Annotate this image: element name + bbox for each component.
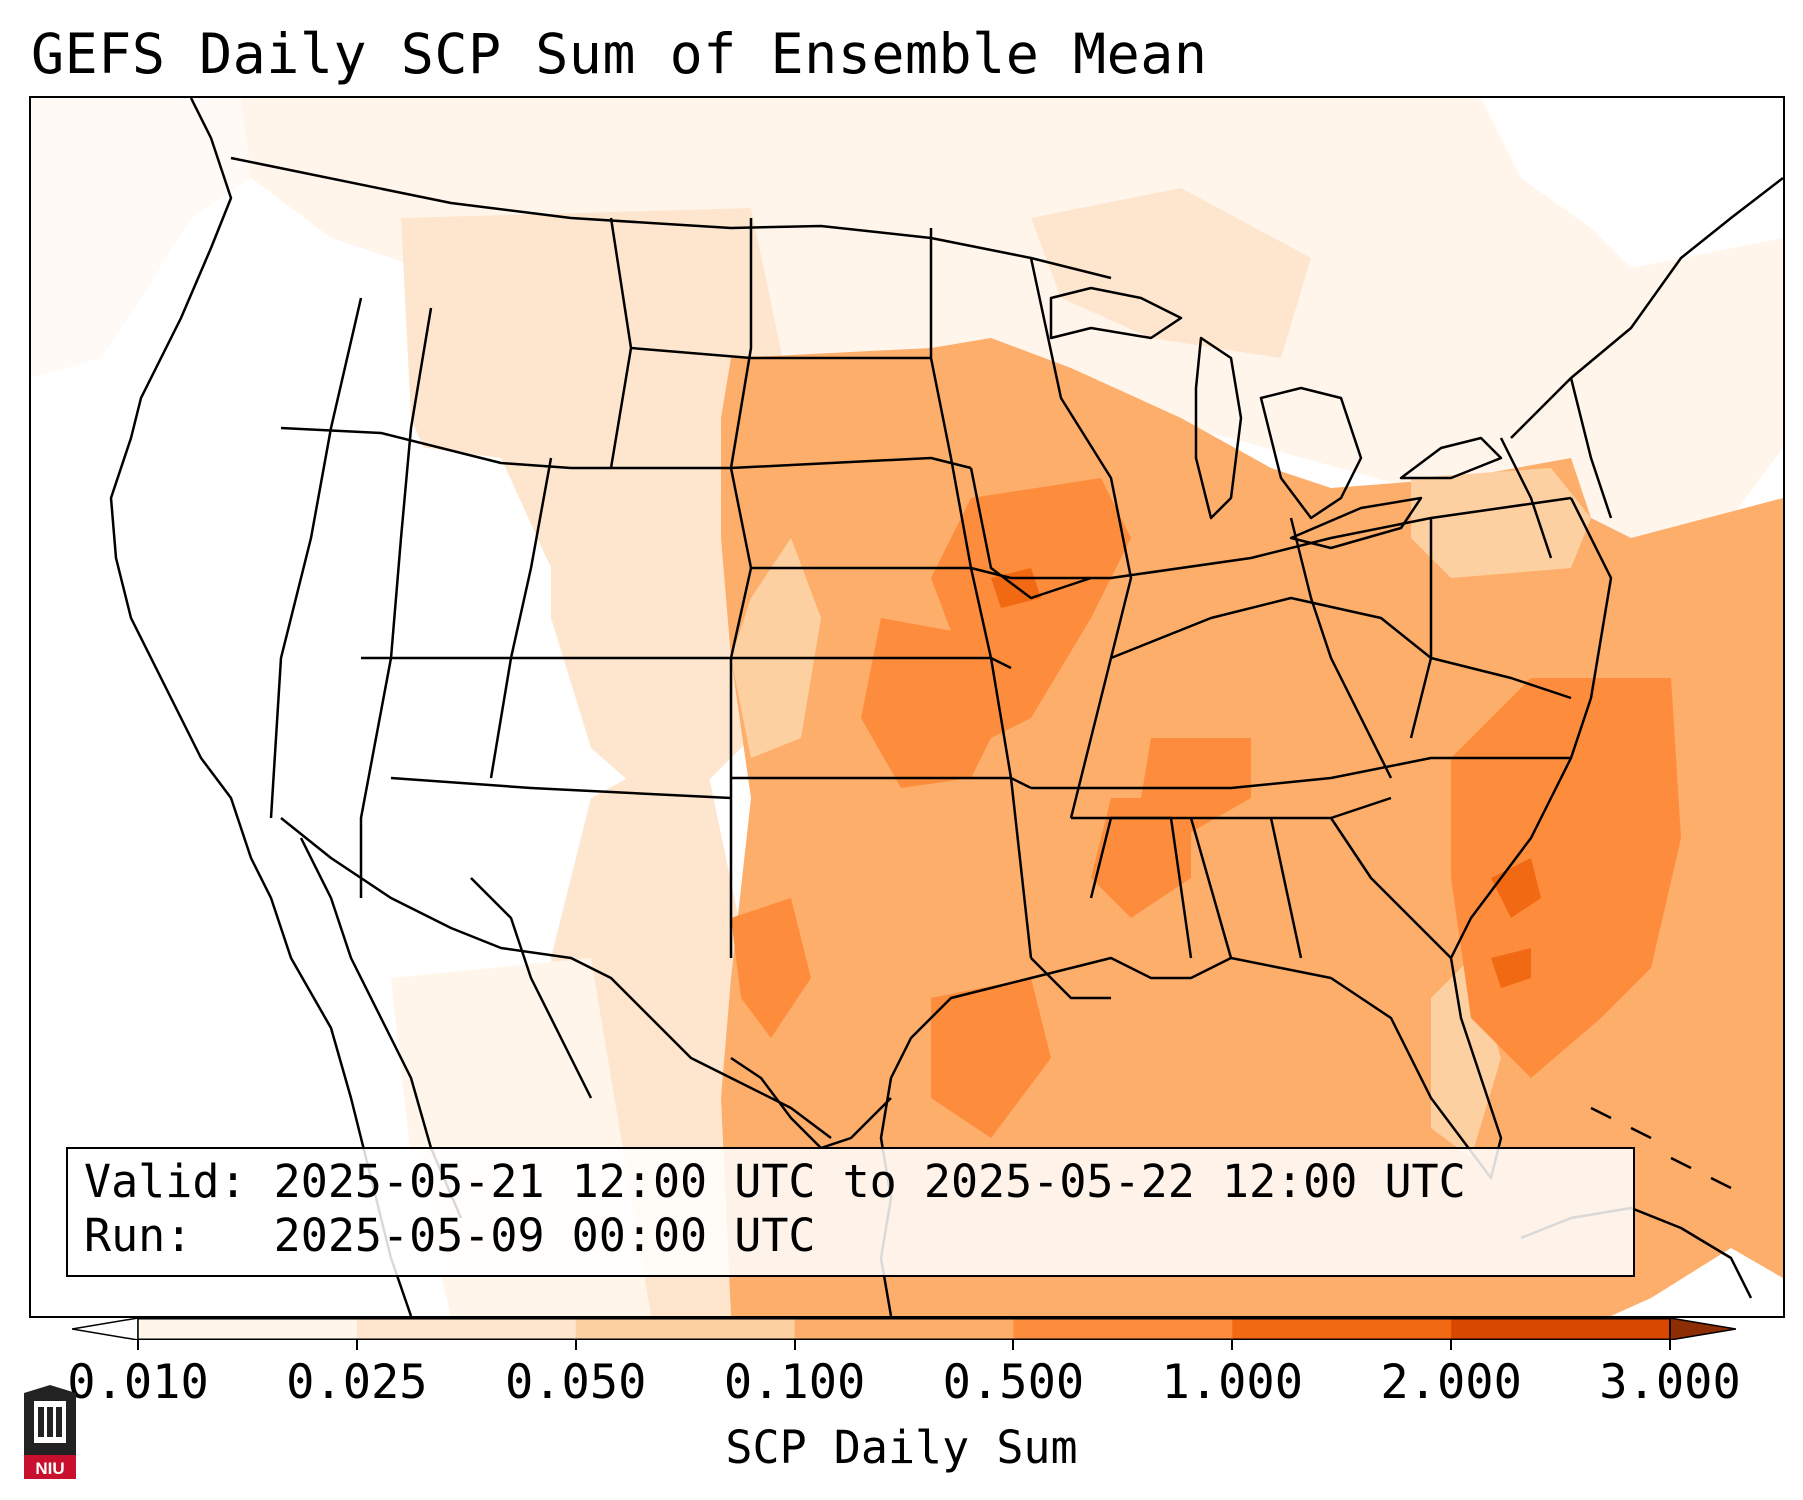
colorbar-tick-label: 0.010: [67, 1355, 209, 1410]
colorbar-tick-label: 0.050: [504, 1355, 647, 1410]
colorbar-tick-mark: [137, 1340, 139, 1350]
colorbar-tick-mark: [355, 1340, 358, 1350]
colorbar-svg: [72, 1318, 1736, 1340]
valid-label: Valid:: [84, 1155, 247, 1208]
run-label: Run:: [84, 1209, 193, 1262]
colorbar-segment: [1232, 1318, 1452, 1340]
run-value: 2025-05-09 00:00 UTC: [273, 1209, 816, 1262]
map-panel: [29, 96, 1785, 1318]
colorbar-tick-label: 3.000: [1599, 1355, 1741, 1410]
colorbar-tick-mark: [1012, 1340, 1015, 1350]
scp-field-none: [101, 398, 561, 958]
valid-row: Valid: 2025-05-21 12:00 UTC to 2025-05-2…: [84, 1155, 1617, 1209]
colorbar-tick-label: 2.000: [1380, 1355, 1522, 1410]
valid-run-info-box: Valid: 2025-05-21 12:00 UTC to 2025-05-2…: [66, 1147, 1635, 1277]
colorbar-tick-label: 0.500: [942, 1355, 1085, 1410]
colorbar-segment: [138, 1318, 358, 1340]
colorbar-tick-mark: [1231, 1340, 1234, 1350]
colorbar-segment: [794, 1318, 1014, 1340]
colorbar-segment: [356, 1318, 577, 1340]
colorbar-tick-label: 1.000: [1161, 1355, 1304, 1410]
colorbar-tick-mark: [1669, 1340, 1671, 1350]
colorbar-tick-mark: [574, 1340, 577, 1350]
scp-field-enhanced: [731, 478, 1681, 1138]
colorbar-segment: [575, 1318, 796, 1340]
colorbar-tick-label: 0.100: [723, 1355, 866, 1410]
colorbar-tick-mark: [1450, 1340, 1453, 1350]
colorbar-label: SCP Daily Sum: [725, 1421, 1078, 1474]
logo-text: NIU: [35, 1459, 64, 1478]
colorbar-tick-mark: [793, 1340, 796, 1350]
colorbar-under-arrow: [72, 1318, 139, 1340]
chart-title: GEFS Daily SCP Sum of Ensemble Mean: [31, 22, 1208, 86]
colorbar-over-arrow: [1669, 1318, 1736, 1340]
colorbar-segment: [1013, 1318, 1233, 1340]
colorbar-tick-label: 0.025: [286, 1355, 428, 1410]
colorbar-segment: [1451, 1318, 1671, 1340]
niu-logo-icon: NIU: [24, 1385, 76, 1479]
run-row: Run: 2025-05-09 00:00 UTC: [84, 1209, 1617, 1263]
colorbar: [72, 1318, 1736, 1340]
scp-field-light: [31, 98, 1783, 1316]
colorbar-outline: [137, 1318, 1671, 1340]
niu-logo: NIU: [20, 1383, 80, 1483]
valid-value: 2025-05-21 12:00 UTC to 2025-05-22 12:00…: [273, 1155, 1466, 1208]
map-canvas: [31, 98, 1783, 1316]
